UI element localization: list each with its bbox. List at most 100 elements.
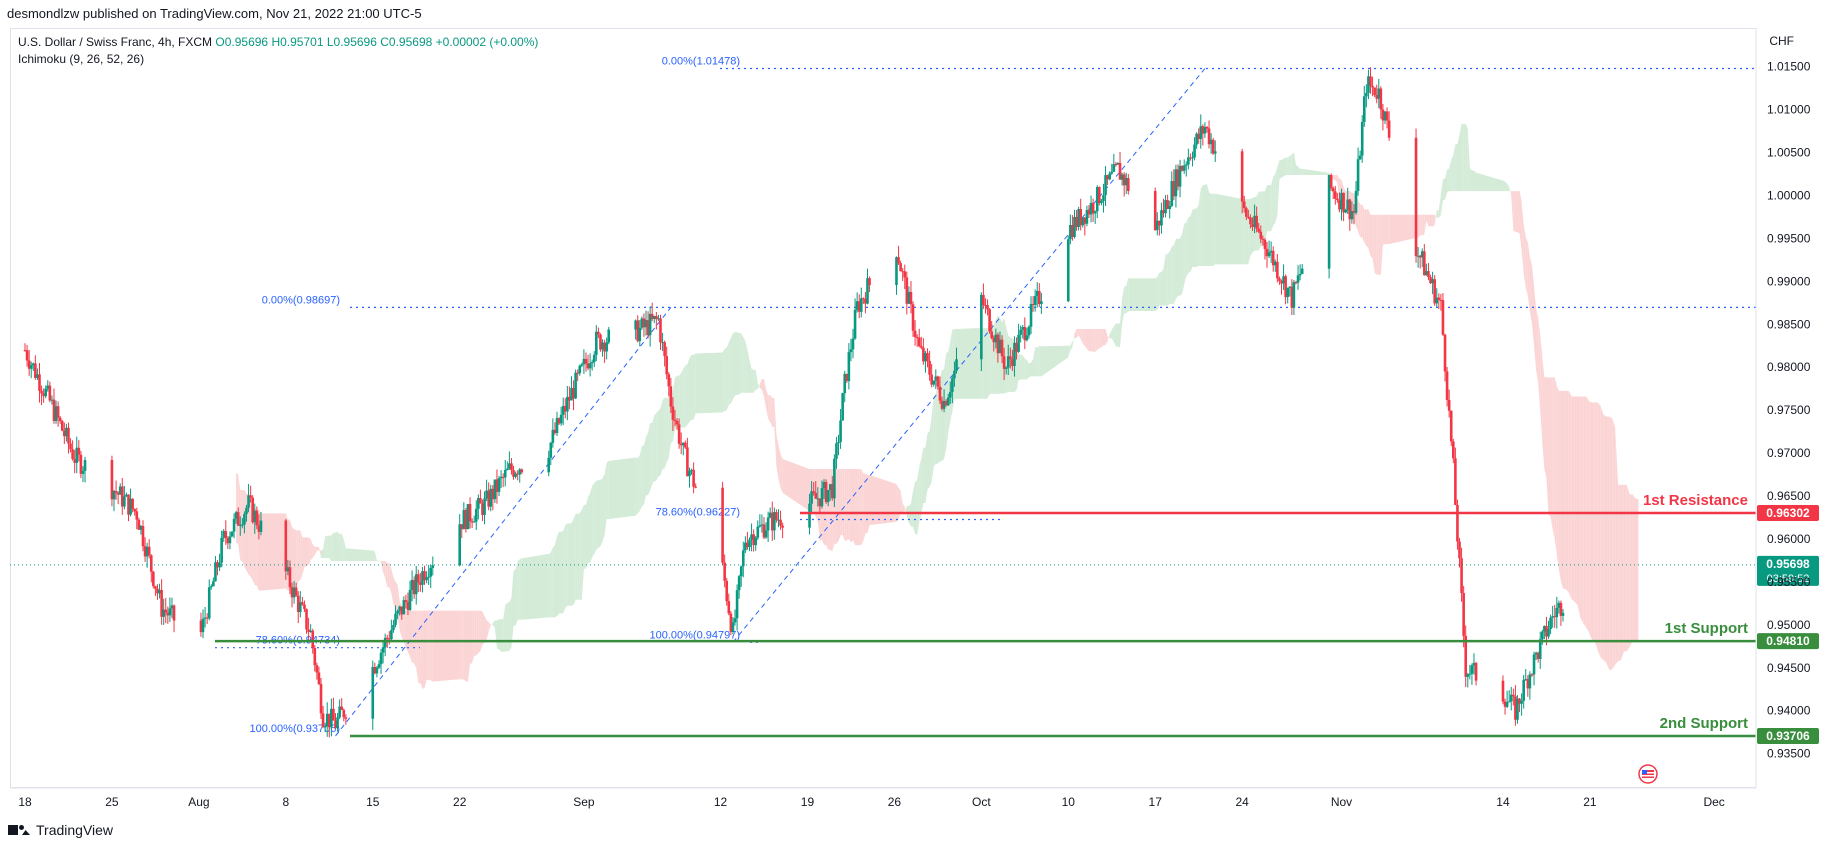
cloud-segment [1568, 390, 1572, 600]
ohlc-close: C0.95698 [380, 35, 433, 49]
cloud-segment [778, 445, 781, 488]
cloud-segment [403, 608, 406, 649]
cloud-segment [600, 478, 603, 547]
level-badge [1757, 633, 1819, 650]
candle-body [1354, 190, 1358, 213]
candle-body [1164, 200, 1167, 214]
cloud-segment [1200, 185, 1203, 267]
candle-body [75, 447, 79, 463]
candle-body [71, 449, 74, 460]
cloud-segment [503, 604, 506, 652]
candle-body [408, 589, 412, 610]
candle-body [857, 301, 861, 312]
cloud-segment [929, 416, 932, 487]
candle-body [1441, 300, 1445, 335]
cloud-segment [1364, 209, 1367, 246]
cloud-segment [1186, 217, 1189, 277]
ohlc-open: O0.95696 [215, 35, 269, 49]
candle-body [557, 418, 561, 424]
candle-body [1555, 607, 1559, 618]
cloud-segment [1277, 160, 1280, 216]
candle-body [1383, 111, 1387, 121]
indicator-label[interactable]: Ichimoku (9, 26, 52, 26) [18, 52, 145, 66]
candle-body [1553, 616, 1557, 618]
cloud-segment [1465, 123, 1468, 192]
candle-body [603, 342, 606, 352]
cloud-segment [401, 606, 404, 642]
cloud-segment [405, 610, 408, 652]
cloud-segment [1536, 308, 1539, 383]
cloud-segment [942, 369, 945, 461]
candle-body [592, 354, 596, 362]
candle-body [1015, 342, 1018, 352]
candle-body [315, 665, 319, 673]
cloud-segment [660, 400, 663, 476]
cloud-segment [1182, 223, 1185, 294]
candle-body [472, 521, 476, 523]
y-tick-label: 0.94500 [1767, 661, 1811, 675]
footer-brand[interactable]: TradingView [36, 822, 114, 838]
candle-body [145, 546, 149, 557]
candle-body [226, 538, 230, 544]
candle-body [147, 546, 151, 556]
candle-body [1160, 210, 1163, 226]
fib-trendline [335, 307, 672, 737]
candle-body [1549, 617, 1552, 630]
candle-body [934, 376, 938, 381]
candle-body [156, 588, 159, 594]
candle-body [820, 488, 824, 507]
cloud-segment [1603, 414, 1607, 663]
cloud-segment [869, 474, 897, 526]
cloud-segment [637, 455, 640, 514]
cloud-segment [492, 620, 495, 629]
candle-body [917, 337, 921, 347]
cloud-segment [412, 610, 415, 664]
cloud-segment [335, 531, 338, 562]
candle-body [601, 342, 604, 350]
cloud-segment [306, 537, 309, 567]
symbol-label[interactable]: U.S. Dollar / Swiss Franc, 4h, FXCM [18, 35, 213, 49]
y-tick-label: 0.99500 [1767, 231, 1811, 245]
candle-body [50, 399, 54, 401]
cloud-segment [842, 468, 845, 541]
candle-body [648, 313, 652, 336]
candle-body [1470, 665, 1474, 674]
cloud-segment [695, 352, 723, 414]
cloud-segment [1449, 159, 1452, 192]
published-by-text: desmondlzw published on TradingView.com,… [7, 6, 422, 21]
cloud-segment [1022, 355, 1025, 380]
candle-body [299, 602, 302, 612]
candle-body [839, 420, 842, 442]
cloud-segment [577, 512, 580, 600]
cloud-segment [1467, 128, 1470, 192]
x-tick-label: Aug [188, 795, 209, 809]
candle-body [828, 484, 832, 491]
cloud-segment [1016, 348, 1019, 391]
cloud-segment [844, 468, 847, 541]
y-tick-label: 0.96000 [1767, 532, 1811, 546]
candle-body [1462, 593, 1465, 636]
cloud-segment [1097, 329, 1100, 350]
cloud-segment [1196, 204, 1199, 267]
candle-body [1170, 181, 1174, 207]
candle-body [677, 424, 681, 444]
candle-body [684, 442, 687, 448]
flag-icon[interactable] [1638, 764, 1658, 784]
candle-body [739, 566, 743, 577]
candle-body [114, 490, 118, 493]
candle-body [338, 706, 341, 718]
cloud-segment [1519, 191, 1522, 251]
candle-body [330, 708, 333, 728]
cloud-segment [855, 468, 858, 546]
cloud-segment [1248, 198, 1251, 265]
candle-body [982, 294, 985, 305]
candle-body [837, 441, 840, 444]
cloud-segment [1126, 278, 1129, 314]
candle-body [25, 350, 29, 361]
candle-body [1253, 215, 1256, 228]
x-tick-label: 17 [1149, 795, 1163, 809]
candle-body [681, 442, 685, 446]
candle-body [657, 318, 660, 320]
cloud-segment [1041, 345, 1069, 377]
